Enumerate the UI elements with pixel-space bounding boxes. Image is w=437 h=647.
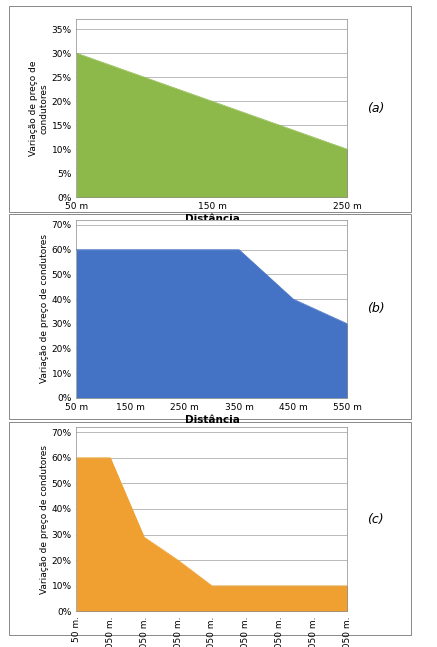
X-axis label: Distância: Distância [184,415,239,424]
Text: (c): (c) [368,512,384,526]
Text: (a): (a) [367,102,385,115]
X-axis label: Distância: Distância [184,214,239,224]
Y-axis label: Variação de preço de condutores: Variação de preço de condutores [40,444,49,594]
Y-axis label: Variação de preço de condutores: Variação de preço de condutores [40,234,49,384]
Y-axis label: Variação de preço de
condutores: Variação de preço de condutores [28,61,49,156]
Text: (b): (b) [367,302,385,316]
